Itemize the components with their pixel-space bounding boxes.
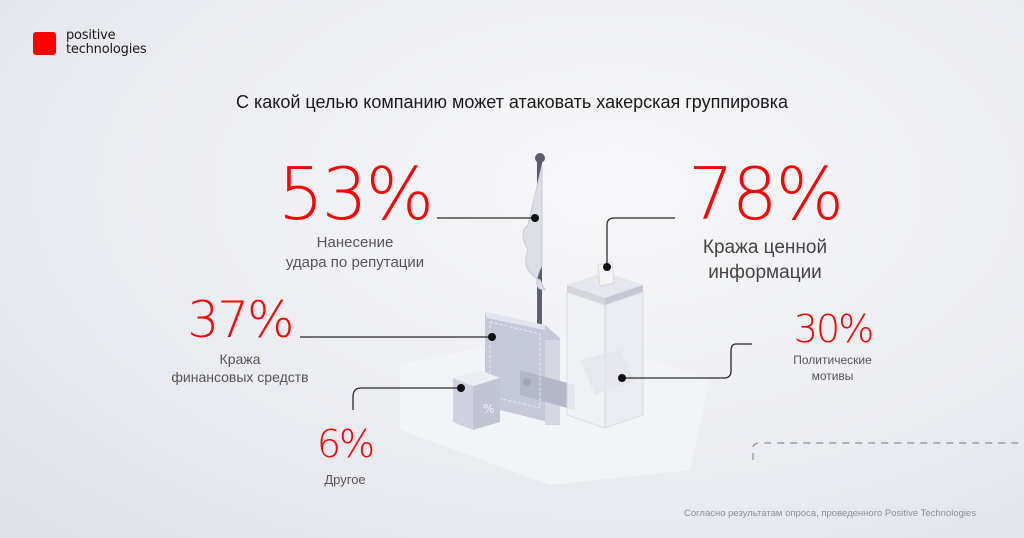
stat-value-6: 6% — [316, 422, 375, 466]
stat-value-53: 53% — [277, 152, 434, 236]
stat-value-30: 30% — [793, 307, 874, 351]
footnote-text: Согласно результатам опроса, проведенног… — [684, 508, 977, 519]
footnote-bracket — [752, 442, 1024, 460]
brand-logo-line1: positive — [66, 28, 116, 43]
stat-label-6: Другое — [324, 472, 366, 487]
ballot-box-icon — [566, 261, 644, 429]
stat-label-37: Кража финансовых средств — [171, 351, 309, 385]
stat-label-78: Кража ценной информации — [702, 237, 828, 283]
brand-logo-text: positive technologies — [66, 28, 147, 57]
connector-6 — [352, 387, 461, 410]
flag-icon — [522, 153, 546, 335]
wallet-icon — [485, 312, 575, 425]
connector-lines — [300, 217, 752, 410]
stat-value-37: 37% — [187, 291, 294, 349]
connector-dots — [457, 214, 626, 392]
stat-label-30: Политические мотивы — [793, 353, 872, 383]
stat-value-78: 78% — [687, 152, 844, 236]
connector-30 — [622, 343, 752, 379]
brand-logo-line2: technologies — [66, 42, 147, 57]
percent-box-icon: % — [453, 370, 500, 430]
connector-78 — [606, 217, 675, 267]
stat-label-53: Нанесение удара по репутации — [285, 234, 425, 271]
brand-logo-mark — [33, 32, 56, 55]
page-title: С какой целью компанию может атаковать х… — [235, 92, 788, 112]
svg-text:%: % — [483, 402, 494, 416]
